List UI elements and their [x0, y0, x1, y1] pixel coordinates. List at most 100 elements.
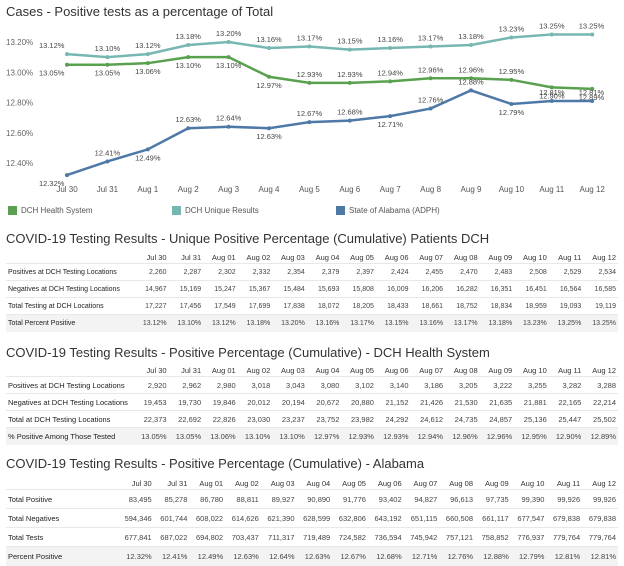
table-row: Positives at DCH Testing Locations 2,920 2… — [6, 376, 618, 394]
table-cell: 3,140 — [375, 376, 411, 394]
table-cell: 724,582 — [332, 527, 368, 547]
table-cell: 12.97% — [306, 427, 342, 445]
table-cell: 12.93% — [341, 427, 376, 445]
table-cell: 12.93% — [375, 427, 411, 445]
table-cell: 17,456 — [168, 297, 204, 315]
table-row: Total Tests 677,841 687,022 694,802 703,437 7… — [6, 527, 618, 547]
data-label: 13.10% — [175, 61, 201, 70]
table-cell: 594,346 — [118, 508, 154, 528]
table-cell: 2,397 — [341, 263, 376, 281]
table-cell: 13.15% — [375, 314, 411, 332]
table-cell: 2,534 — [583, 263, 618, 281]
series-point — [186, 43, 191, 48]
table-cell: 21,881 — [514, 393, 549, 411]
legend-swatch — [336, 206, 345, 215]
table-cell: 13.10% — [168, 314, 204, 332]
table-cell: 20,194 — [272, 393, 307, 411]
table-column-header: Aug 02 — [235, 478, 259, 488]
table-cell: 24,857 — [479, 410, 515, 428]
table-row: Negatives at DCH Testing Locations 14,967… — [6, 280, 618, 298]
table-cell: 2,508 — [514, 263, 549, 281]
data-label: 12.41% — [95, 148, 121, 157]
series-point — [145, 52, 150, 57]
series-point — [549, 98, 554, 103]
table-cell: 25,447 — [548, 410, 584, 428]
table-cell: 13.20% — [272, 314, 307, 332]
table-cell: 12.79% — [510, 546, 547, 566]
data-label: 13.06% — [135, 67, 161, 76]
table-cell: 18,661 — [410, 297, 446, 315]
x-tick-label: Aug 5 — [299, 185, 320, 194]
table-cell: 2,529 — [548, 263, 584, 281]
table-cell: 13.05% — [168, 427, 204, 445]
data-label: 13.10% — [95, 44, 121, 53]
table-column-header: Aug 06 — [384, 365, 409, 375]
table-cell: 12.68% — [367, 546, 404, 566]
table-cell: 16,351 — [479, 280, 515, 298]
table-cell: 13.06% — [203, 427, 238, 445]
legend-swatch — [172, 206, 181, 215]
series-point — [388, 79, 393, 84]
table-cell: 628,599 — [296, 508, 333, 528]
y-tick-label: 13.20% — [6, 38, 33, 47]
table-column-header: Aug 03 — [281, 365, 305, 375]
table-column-header: Aug 05 — [342, 478, 366, 488]
table-cell: 24,292 — [375, 410, 411, 428]
series-point — [509, 102, 514, 107]
table-column-header: Aug 05 — [350, 252, 374, 262]
table-cell: 12.64% — [260, 546, 297, 566]
table-cell: 12.63% — [225, 546, 261, 566]
table-column-header: Aug 04 — [315, 252, 340, 262]
table-column-header: Aug 06 — [384, 252, 409, 262]
table-cell: 86,780 — [189, 489, 226, 509]
series-point — [145, 147, 150, 152]
table-column-header: Aug 09 — [484, 478, 509, 488]
table-cell: 13.18% — [237, 314, 273, 332]
table-cell: 12.88% — [475, 546, 511, 566]
x-tick-label: Aug 12 — [580, 185, 606, 194]
series-point — [428, 76, 433, 81]
table-column-header: Aug 12 — [592, 478, 616, 488]
table-cell: 711,317 — [260, 527, 297, 547]
table-column-header: Aug 07 — [419, 365, 444, 375]
x-tick-label: Aug 3 — [218, 185, 239, 194]
series-point — [388, 114, 393, 119]
table-title-dch-health-system: COVID-19 Testing Results - Positive Perc… — [6, 345, 490, 360]
table-cell: 601,744 — [153, 508, 190, 528]
table-column-header: Aug 12 — [592, 365, 616, 375]
table-row: Total at DCH Testing Locations 22,373 22,6… — [6, 410, 618, 428]
table-header-row: Jul 30 Jul 31 Aug 01 Aug 02 Aug 03 Aug 04 Aug … — [6, 364, 618, 377]
series-point — [590, 32, 595, 37]
series-point — [186, 126, 191, 131]
table-cell: 758,852 — [475, 527, 511, 547]
table-cell: 85,278 — [153, 489, 190, 509]
table-cell: 19,093 — [548, 297, 584, 315]
table-cell: 20,012 — [237, 393, 273, 411]
table-column-header: Aug 01 — [211, 252, 236, 262]
table-row: % Positive Among Those Tested 13.05% 13.05… — [6, 427, 618, 445]
table-row-label: Negatives at DCH Testing Locations — [6, 280, 134, 298]
table-cell: 661,117 — [475, 508, 511, 528]
x-tick-label: Aug 11 — [539, 185, 564, 194]
table-cell: 19,453 — [134, 393, 169, 411]
table-cell: 12.94% — [410, 427, 446, 445]
series-point — [226, 40, 231, 44]
y-tick-label: 12.60% — [6, 129, 33, 138]
table-column-header: Jul 30 — [131, 478, 152, 488]
series-point — [226, 124, 231, 129]
series-point — [347, 80, 352, 85]
x-tick-label: Aug 9 — [461, 185, 482, 194]
table-row: Total Negatives 594,346 601,744 608,022 614,… — [6, 508, 618, 528]
table-cell: 3,282 — [548, 376, 584, 394]
data-label: 13.18% — [458, 32, 484, 41]
table-cell: 13.12% — [134, 314, 169, 332]
table-cell: 12.49% — [189, 546, 226, 566]
legend-label: State of Alabama (ADPH) — [349, 206, 440, 215]
table-column-header: Aug 03 — [281, 252, 305, 262]
series-point — [105, 159, 110, 164]
data-label: 12.88% — [458, 77, 484, 86]
table-cell: 90,890 — [296, 489, 333, 509]
data-label: 12.81% — [539, 88, 565, 97]
table-column-header: Aug 09 — [488, 365, 513, 375]
data-label: 12.96% — [418, 65, 444, 74]
